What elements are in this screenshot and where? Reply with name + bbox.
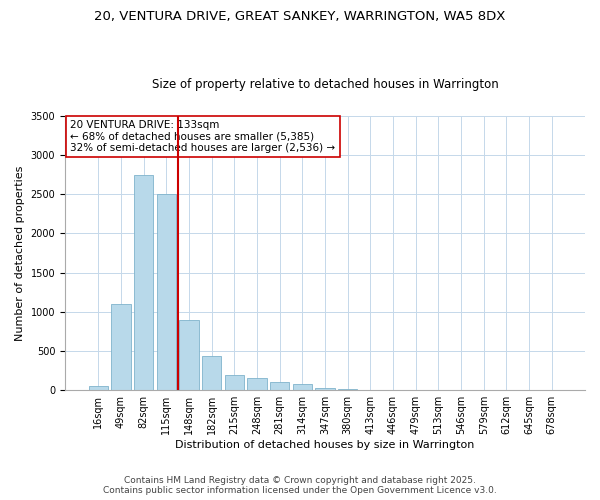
Bar bbox=[247, 378, 266, 390]
Bar bbox=[157, 194, 176, 390]
Bar bbox=[270, 382, 289, 390]
Text: Contains HM Land Registry data © Crown copyright and database right 2025.
Contai: Contains HM Land Registry data © Crown c… bbox=[103, 476, 497, 495]
Text: 20 VENTURA DRIVE: 133sqm
← 68% of detached houses are smaller (5,385)
32% of sem: 20 VENTURA DRIVE: 133sqm ← 68% of detach… bbox=[70, 120, 335, 153]
Bar bbox=[202, 356, 221, 390]
Bar bbox=[112, 304, 131, 390]
Bar bbox=[293, 384, 312, 390]
Bar bbox=[134, 174, 153, 390]
Y-axis label: Number of detached properties: Number of detached properties bbox=[15, 166, 25, 340]
Bar bbox=[316, 388, 335, 390]
Bar bbox=[179, 320, 199, 390]
X-axis label: Distribution of detached houses by size in Warrington: Distribution of detached houses by size … bbox=[175, 440, 475, 450]
Bar bbox=[89, 386, 108, 390]
Bar bbox=[224, 374, 244, 390]
Title: Size of property relative to detached houses in Warrington: Size of property relative to detached ho… bbox=[152, 78, 499, 91]
Text: 20, VENTURA DRIVE, GREAT SANKEY, WARRINGTON, WA5 8DX: 20, VENTURA DRIVE, GREAT SANKEY, WARRING… bbox=[94, 10, 506, 23]
Bar bbox=[338, 389, 358, 390]
